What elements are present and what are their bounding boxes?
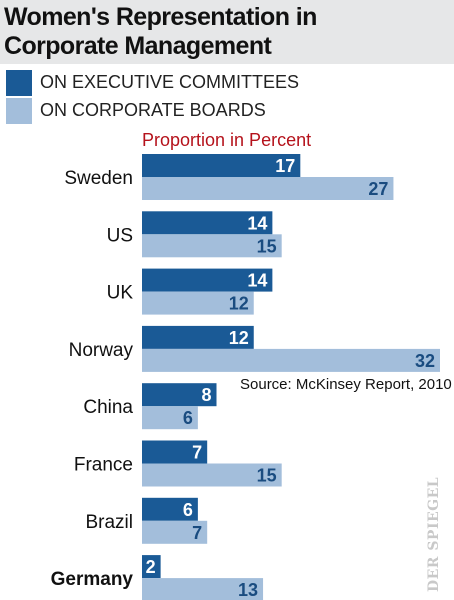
category-label: Brazil <box>85 512 133 533</box>
chart-title-line-1: Women's Representation in <box>4 3 317 31</box>
bar-value-label: 7 <box>192 523 202 543</box>
category-label: US <box>107 225 133 246</box>
bar-value-label: 17 <box>275 156 295 176</box>
legend-swatch-boards <box>6 98 32 124</box>
bar-executive <box>142 154 301 177</box>
bar-boards <box>142 177 394 200</box>
bar-boards <box>142 234 282 258</box>
category-label: Norway <box>69 340 134 361</box>
category-label: China <box>83 397 133 418</box>
bar-executive <box>142 440 208 464</box>
bar-value-label: 8 <box>201 385 211 405</box>
publisher-watermark: DER SPIEGEL <box>426 476 442 592</box>
bar-value-label: 14 <box>247 271 267 291</box>
bar-value-label: 7 <box>192 443 202 463</box>
bar-boards <box>142 291 254 315</box>
bar-value-label: 32 <box>415 351 435 371</box>
bar-value-label: 2 <box>146 557 156 577</box>
bar-executive <box>142 211 273 235</box>
bar-boards <box>142 406 198 430</box>
chart-title-line-2: Corporate Management <box>4 32 272 60</box>
title-bar: Women's Representation in Corporate Mana… <box>0 0 454 64</box>
bar-value-label: 6 <box>183 408 193 428</box>
category-label: France <box>74 455 133 476</box>
category-label: Sweden <box>64 168 133 189</box>
bar-value-label: 15 <box>257 466 277 486</box>
category-label: UK <box>107 283 134 304</box>
bar-executive <box>142 497 198 521</box>
bar-executive <box>142 383 217 407</box>
bar-boards <box>142 520 208 544</box>
category-label: Germany <box>51 569 134 590</box>
chart-subtitle: Proportion in Percent <box>142 130 312 150</box>
bar-boards <box>142 463 282 487</box>
source-note: Source: McKinsey Report, 2010 <box>240 376 452 393</box>
bar-value-label: 12 <box>229 294 249 314</box>
bar-executive <box>142 268 273 292</box>
bar-executive <box>142 325 254 349</box>
bar-value-label: 27 <box>368 179 388 199</box>
bar-executive <box>142 555 161 579</box>
bar-boards <box>142 578 264 600</box>
legend-swatch-executive <box>6 70 32 96</box>
legend-label-boards: ON CORPORATE BOARDS <box>40 100 266 120</box>
bar-boards <box>142 348 440 372</box>
bar-value-label: 12 <box>229 328 249 348</box>
bar-value-label: 15 <box>257 236 277 256</box>
legend-label-executive: ON EXECUTIVE COMMITTEES <box>40 72 300 92</box>
bar-value-label: 6 <box>183 500 193 520</box>
bar-value-label: 13 <box>238 580 258 600</box>
bar-value-label: 14 <box>247 213 267 233</box>
